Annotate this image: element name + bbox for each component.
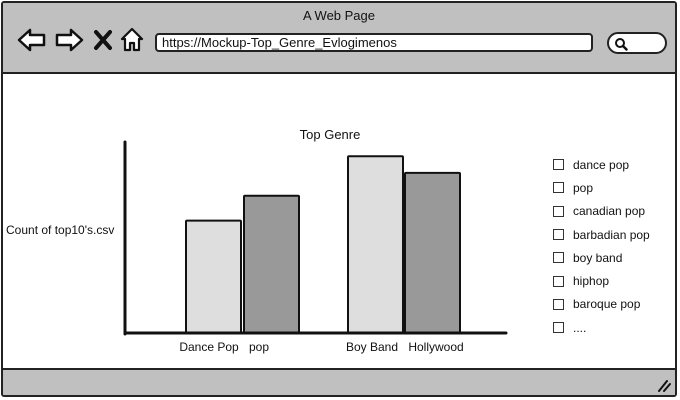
house-icon[interactable] [119, 26, 145, 52]
status-bar [3, 368, 675, 395]
x-tick-label: Hollywood [408, 340, 463, 354]
bar-pop [243, 194, 300, 334]
legend-checkbox[interactable] [553, 275, 564, 287]
legend-checkbox[interactable] [553, 298, 564, 310]
y-axis-label: Count of top10's.csv [6, 223, 115, 237]
legend-item[interactable]: canadian pop [553, 200, 678, 223]
legend-item[interactable]: dance pop [553, 153, 678, 176]
arrow-left-icon[interactable] [17, 27, 47, 53]
url-input[interactable]: https://Mockup-Top_Genre_Evlogimenos [155, 33, 593, 52]
legend-label: dance pop [573, 157, 630, 172]
legend-label: canadian pop [573, 204, 646, 219]
legend-label: barbadian pop [573, 227, 650, 242]
legend-item[interactable]: .... [553, 316, 678, 339]
legend-item[interactable]: pop [553, 176, 678, 199]
title-bar: A Web Page https://Mockup-Top_Genre_Evlo… [3, 3, 675, 74]
legend-label: .... [573, 320, 587, 335]
resize-grip-icon[interactable] [655, 378, 671, 392]
legend-checkbox[interactable] [553, 159, 564, 171]
legend: dance pop pop canadian pop barbadian pop boy… [553, 153, 678, 339]
legend-checkbox[interactable] [553, 182, 564, 194]
x-tick-label: pop [249, 340, 269, 354]
legend-checkbox[interactable] [553, 229, 564, 241]
bar-dance-pop [185, 219, 242, 334]
x-icon[interactable] [93, 29, 113, 51]
bar-hollywood [404, 171, 461, 334]
chart-title: Top Genre [299, 127, 361, 142]
legend-checkbox[interactable] [553, 205, 564, 217]
window-title: A Web Page [302, 8, 376, 23]
legend-checkbox[interactable] [553, 252, 564, 264]
legend-item[interactable]: boy band [553, 246, 678, 269]
search-input[interactable] [607, 32, 667, 54]
legend-label: hiphop [573, 274, 610, 289]
legend-item[interactable]: barbadian pop [553, 223, 678, 246]
legend-checkbox[interactable] [553, 322, 564, 334]
legend-item[interactable]: hiphop [553, 269, 678, 292]
x-tick-label: Boy Band [346, 340, 398, 354]
magnifier-icon [615, 38, 628, 51]
x-tick-label: Dance Pop [179, 340, 239, 354]
legend-label: boy band [573, 250, 623, 265]
legend-label: pop [573, 180, 594, 195]
legend-item[interactable]: baroque pop [553, 293, 678, 316]
arrow-right-icon[interactable] [54, 27, 84, 53]
bar-boy-band [347, 155, 404, 334]
legend-label: baroque pop [573, 297, 641, 312]
